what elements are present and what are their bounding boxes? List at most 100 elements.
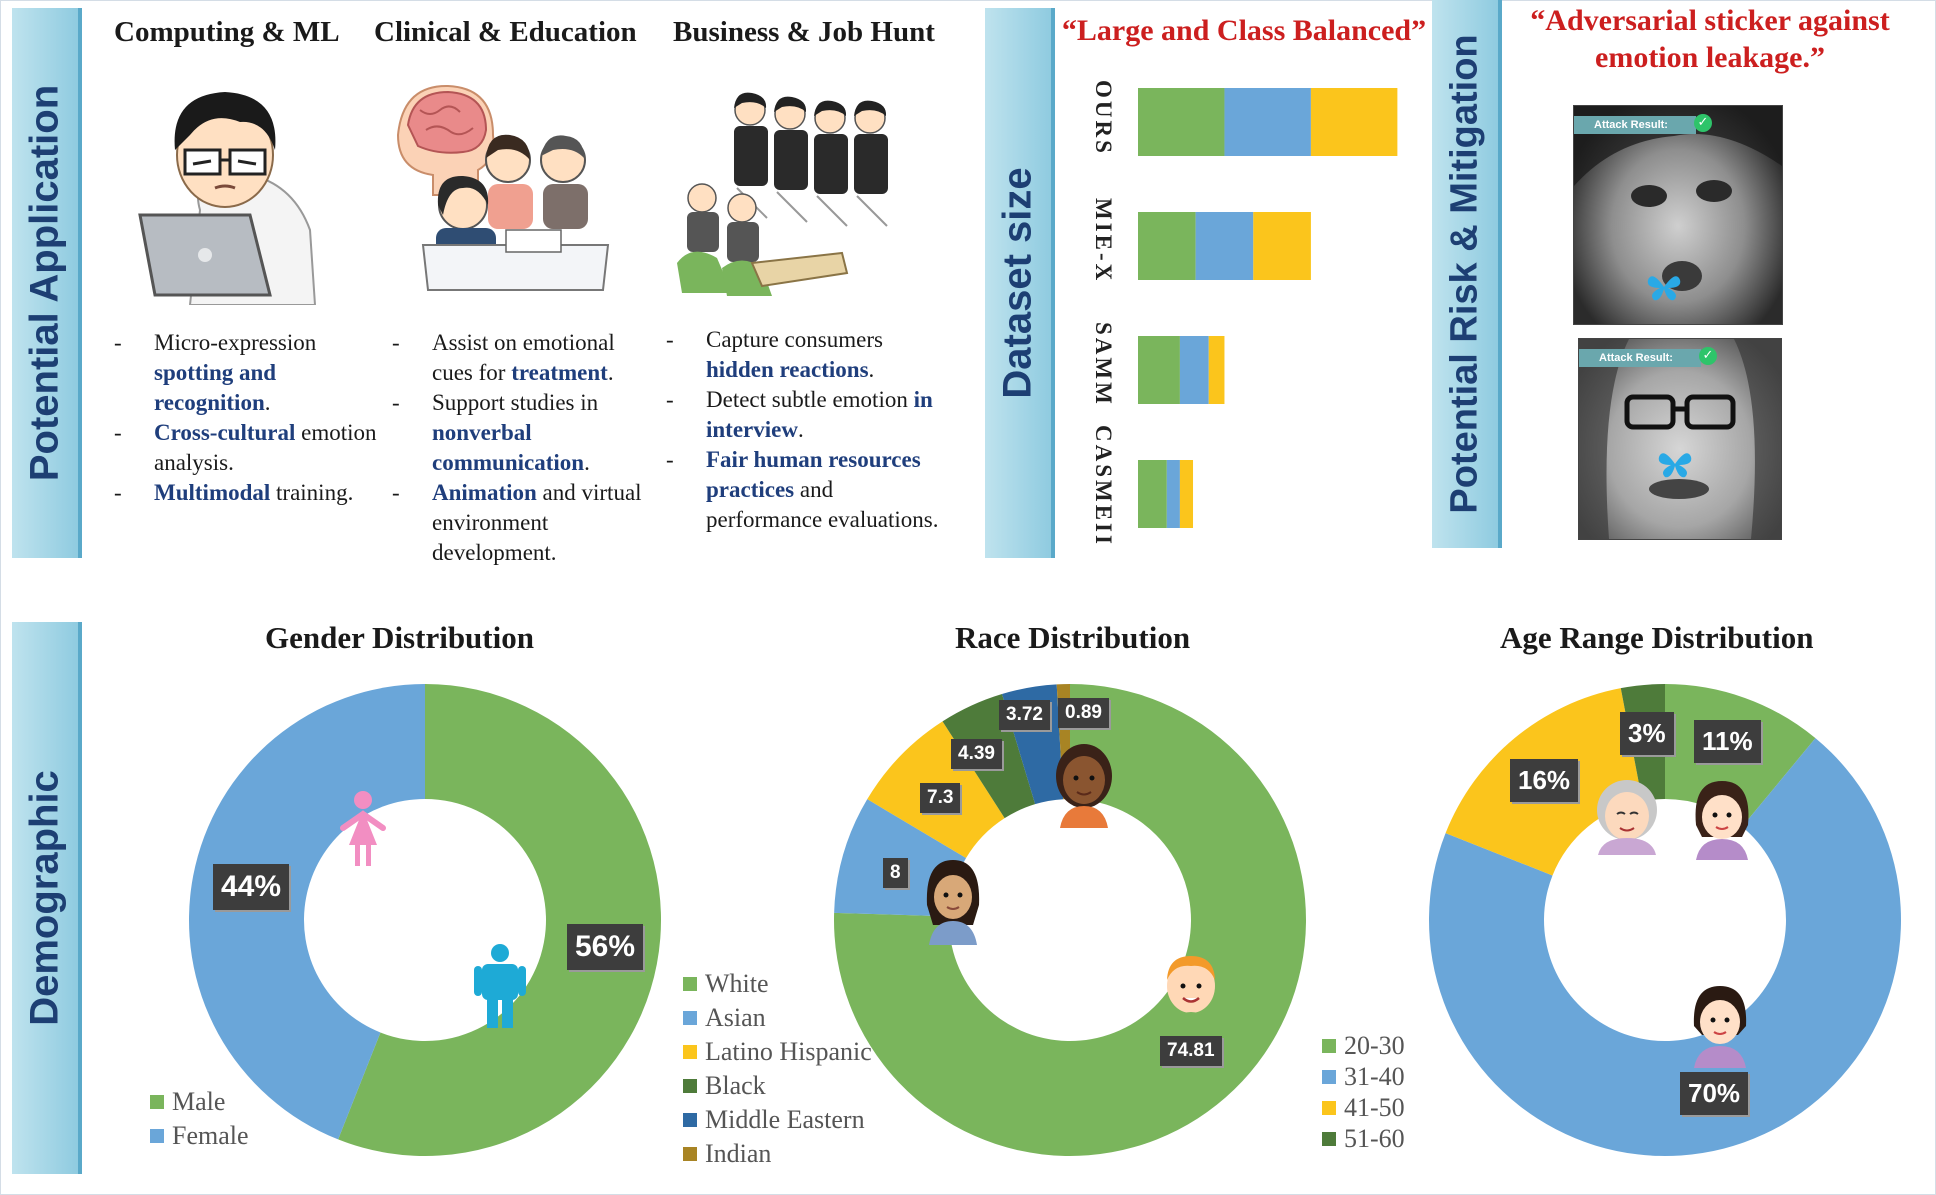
- legend-item: Latino Hispanic: [683, 1035, 872, 1069]
- bullet-text: Detect subtle emotion: [706, 387, 914, 412]
- gender-data-label: 56%: [567, 924, 644, 970]
- race-data-label: 74.81: [1160, 1036, 1222, 1066]
- legend-label: Middle Eastern: [705, 1105, 865, 1134]
- bullet-text: training.: [270, 480, 354, 505]
- section-risk-label: Potential Risk & Mitigation: [1443, 34, 1486, 514]
- list-item: Assist on emotional cues for treatment.: [392, 328, 654, 388]
- interview-illustration: [677, 92, 888, 296]
- bullet-text: Support studies in: [432, 390, 599, 415]
- legend-swatch: [1322, 1131, 1336, 1146]
- list-item: Cross-cultural emotion analysis.: [114, 418, 384, 478]
- age-data-label: 70%: [1680, 1072, 1749, 1115]
- bullet-text: .: [264, 390, 271, 415]
- butterfly-sticker-icon: [1647, 276, 1681, 301]
- clinical-illustration: [396, 84, 610, 291]
- age-chart-title: Age Range Distribution: [1500, 620, 1814, 655]
- section-risk-bar: Potential Risk & Mitigation: [1432, 0, 1502, 548]
- success-check-icon: ✓: [1694, 114, 1712, 132]
- computing-bullet-list: Micro-expression spotting and recognitio…: [114, 328, 384, 508]
- dataset-size-bar-chart: [1138, 88, 1398, 528]
- bar-ours-seg1: [1138, 88, 1225, 156]
- black-person-face-icon: [1056, 744, 1112, 828]
- attack-result-tag: Attack Result:: [1574, 116, 1696, 134]
- male-icon: [474, 944, 526, 1028]
- legend-item: Asian: [683, 1001, 872, 1035]
- bullet-text: .: [868, 357, 875, 382]
- dataset-label-casmeii: CASMEII: [1091, 425, 1116, 547]
- legend-swatch: [150, 1095, 164, 1109]
- legend-swatch: [1322, 1038, 1336, 1053]
- bar-mie-x-seg2: [1195, 212, 1254, 280]
- section-demographic-bar: Demographic: [12, 622, 82, 1174]
- section-application-bar: Potential Application: [12, 8, 82, 558]
- legend-label: 31-40: [1344, 1062, 1405, 1091]
- age-data-label: 16%: [1510, 759, 1579, 802]
- adult-face-sketch: [1579, 339, 1781, 539]
- bullet-highlight: Animation: [432, 480, 537, 505]
- legend-label: 20-30: [1344, 1031, 1405, 1060]
- bullet-highlight: in interview: [706, 387, 933, 442]
- bar-ours-seg3: [1310, 88, 1398, 156]
- legend-item: 20-30: [1322, 1030, 1405, 1061]
- bullet-highlight: nonverbal communication: [432, 420, 585, 475]
- column-title-business: Business & Job Hunt: [673, 16, 935, 48]
- bullet-text: and performance evaluations.: [706, 477, 939, 532]
- legend-swatch: [683, 1011, 697, 1025]
- bullet-highlight: spotting and recognition: [154, 360, 277, 415]
- section-dataset-label: Dataset size: [995, 167, 1040, 399]
- bullet-text: .: [797, 417, 804, 442]
- bullet-highlight: Cross-cultural: [154, 420, 296, 445]
- bar-samm-seg1: [1138, 336, 1180, 404]
- adult-woman-face-icon: [1693, 986, 1747, 1068]
- legend-swatch: [150, 1129, 164, 1143]
- business-bullet-list: Capture consumers hidden reactions. Dete…: [666, 325, 948, 535]
- bar-samm-seg2: [1179, 336, 1209, 404]
- section-application-label: Potential Application: [22, 84, 67, 482]
- race-data-label: 4.39: [951, 739, 1002, 769]
- elderly-face-icon: [1597, 780, 1657, 855]
- attack-result-tag: Attack Result:: [1579, 349, 1701, 367]
- list-item: Detect subtle emotion in interview.: [666, 385, 948, 445]
- dataset-chart-title: “Large and Class Balanced”: [1061, 14, 1427, 47]
- clinical-bullet-list: Assist on emotional cues for treatment. …: [392, 328, 654, 568]
- legend-item: Middle Eastern: [683, 1103, 872, 1137]
- gender-chart-title: Gender Distribution: [265, 620, 534, 655]
- bar-mie-x-seg3: [1253, 212, 1311, 280]
- bar-samm-seg3: [1208, 336, 1225, 404]
- white-person-face-icon: [1167, 956, 1215, 1030]
- legend-label: Asian: [705, 1003, 766, 1032]
- list-item: Capture consumers hidden reactions.: [666, 325, 948, 385]
- bar-casmeii-seg2: [1166, 460, 1180, 528]
- attack-photo-child: Attack Result: ✓: [1573, 105, 1783, 325]
- legend-label: White: [705, 969, 769, 998]
- bullet-highlight: Fair human resources practices: [706, 447, 921, 502]
- race-legend: White Asian Latino Hispanic Black Middle…: [683, 967, 872, 1171]
- age-data-label: 3%: [1620, 712, 1674, 755]
- dataset-label-samm: SAMM: [1091, 322, 1116, 407]
- bullet-text: emotion analysis.: [154, 420, 377, 475]
- race-chart-title: Race Distribution: [955, 620, 1191, 655]
- gender-legend: Male Female: [150, 1085, 249, 1153]
- legend-item: White: [683, 967, 872, 1001]
- column-title-clinical: Clinical & Education: [374, 16, 637, 48]
- bullet-highlight: hidden reactions: [706, 357, 869, 382]
- young-woman-face-icon: [1695, 781, 1749, 860]
- bullet-text: .: [607, 360, 614, 385]
- gender-data-label: 44%: [213, 864, 290, 910]
- list-item: Fair human resources practices and perfo…: [666, 445, 948, 535]
- gender-donut-chart: [189, 684, 662, 1156]
- legend-item: Female: [150, 1119, 249, 1153]
- slice-male: [338, 684, 662, 1156]
- bullet-highlight: Multimodal: [154, 480, 271, 505]
- bar-mie-x-seg1: [1138, 212, 1196, 280]
- bullet-text: Capture consumers: [706, 327, 883, 352]
- race-data-label: 8: [883, 858, 908, 888]
- success-check-icon: ✓: [1699, 347, 1717, 365]
- bullet-text: .: [584, 450, 590, 475]
- legend-item: 31-40: [1322, 1061, 1405, 1092]
- risk-panel-title: “Adversarial sticker against emotion lea…: [1530, 4, 1890, 74]
- age-legend: 20-30 31-40 41-50 51-60: [1322, 1030, 1405, 1154]
- bullet-text: and virtual environment development.: [432, 480, 642, 565]
- section-dataset-bar: Dataset size: [985, 8, 1055, 558]
- legend-item: Black: [683, 1069, 872, 1103]
